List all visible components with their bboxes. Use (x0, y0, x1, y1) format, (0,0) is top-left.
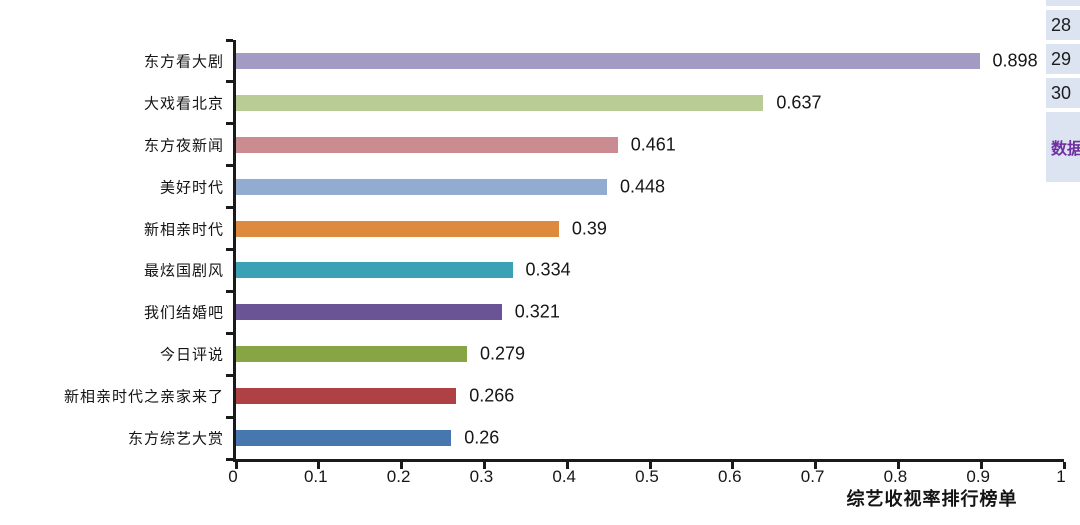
plot-area: 东方看大剧 0.898 大戏看北京 0.637 东方夜新闻 0.461 美好时代 0.448 新… (64, 38, 1066, 469)
y-axis-tick (226, 248, 233, 251)
category-label: 东方夜新闻 (143, 138, 224, 155)
bar-row: 东方综艺大赏 0.26 (128, 417, 1064, 459)
bar-row: 我们结婚吧 0.321 (144, 291, 1064, 333)
x-axis-tick (648, 462, 652, 469)
x-tick-label: 0.9 (966, 467, 991, 486)
x-axis-tick (814, 462, 818, 469)
category-label: 今日评说 (159, 347, 224, 364)
x-tick-labels: 0 0.1 0.2 0.3 0.4 0.5 0.6 0.7 0.8 0.9 1 (228, 467, 1065, 487)
bar-row: 今日评说 0.279 (160, 333, 1064, 375)
x-tick-label: 0.4 (552, 467, 577, 486)
x-tick-label: 0.3 (469, 467, 494, 486)
bar-row: 东方看大剧 0.898 (144, 40, 1064, 82)
spreadsheet-cell-partial[interactable] (1046, 0, 1080, 6)
bar-row: 东方夜新闻 0.461 (144, 124, 1064, 166)
bar-row: 新相亲时代之亲家来了 0.266 (64, 375, 1064, 417)
x-tick-label: 0.8 (883, 467, 908, 486)
y-axis-tick (226, 457, 233, 461)
spreadsheet-cell[interactable]: 29 (1046, 44, 1080, 74)
x-tick-label: 0.1 (303, 467, 328, 486)
x-axis-tick (896, 462, 900, 469)
bar (236, 94, 764, 111)
y-axis-tick (226, 289, 233, 293)
x-axis-tick (979, 462, 983, 469)
bar-row: 新相亲时代 0.39 (144, 208, 1064, 250)
value-label: 0.898 (992, 50, 1038, 71)
value-label: 0.279 (480, 343, 526, 364)
y-axis-tick (226, 206, 233, 210)
category-label: 最炫国剧风 (143, 263, 224, 280)
bar (236, 136, 618, 153)
y-axis-tick (226, 122, 233, 126)
spreadsheet-cell[interactable]: 28 (1046, 10, 1080, 40)
x-axis-tick (482, 462, 486, 469)
value-label: 0.637 (776, 92, 822, 113)
y-axis-tick (226, 331, 233, 335)
value-label: 0.448 (619, 176, 665, 197)
bar (236, 262, 513, 279)
bar-row: 大戏看北京 0.637 (144, 82, 1064, 124)
value-label: 0.266 (469, 385, 515, 406)
x-axis-tick (1062, 462, 1066, 469)
bar (236, 304, 502, 321)
x-tick-label: 0.5 (635, 467, 659, 486)
category-label: 我们结婚吧 (143, 305, 224, 322)
value-label: 0.39 (571, 218, 607, 239)
bar (236, 430, 452, 447)
bar (236, 178, 607, 195)
y-axis-tick (226, 80, 233, 84)
value-label: 0.334 (525, 259, 571, 280)
y-axis-tick (226, 373, 233, 377)
category-label: 美好时代 (159, 180, 224, 197)
spreadsheet-cell[interactable]: 30 (1046, 78, 1080, 108)
x-tick-label: 1 (1056, 467, 1066, 486)
bar-row: 美好时代 0.448 (160, 166, 1064, 208)
bar (236, 220, 559, 237)
bar (236, 388, 457, 405)
value-label: 0.26 (464, 427, 500, 448)
x-axis-tick (731, 462, 735, 469)
x-tick-label: 0.7 (800, 467, 825, 486)
x-tick-label: 0 (228, 467, 238, 486)
value-label: 0.321 (514, 301, 560, 322)
category-label: 新相亲时代之亲家来了 (63, 389, 224, 406)
y-axis-tick (226, 415, 233, 419)
x-axis-tick (317, 462, 321, 469)
x-axis-title: 综艺收视率排行榜单 (846, 489, 1018, 509)
x-axis-tick (565, 462, 569, 469)
bar (236, 52, 980, 69)
y-axis-tick (226, 38, 233, 42)
category-label: 新相亲时代 (143, 222, 224, 239)
category-label: 东方综艺大赏 (127, 431, 224, 448)
value-label: 0.461 (630, 134, 676, 155)
category-label: 东方看大剧 (143, 54, 224, 71)
spreadsheet-header-cell[interactable]: 数据 (1046, 112, 1080, 182)
spreadsheet-number-cells: 28 29 30 (1046, 10, 1080, 108)
bar (236, 346, 467, 363)
x-axis-tick (400, 462, 404, 469)
x-tick-label: 0.2 (386, 467, 411, 486)
y-axis-tick (226, 164, 233, 168)
spreadsheet-panel: 28 29 30 数据 (1046, 0, 1080, 186)
bar-row: 最炫国剧风 0.334 (144, 250, 1064, 292)
x-axis-tick (234, 462, 238, 469)
x-tick-label: 0.6 (717, 467, 742, 486)
category-label: 大戏看北京 (143, 96, 224, 113)
